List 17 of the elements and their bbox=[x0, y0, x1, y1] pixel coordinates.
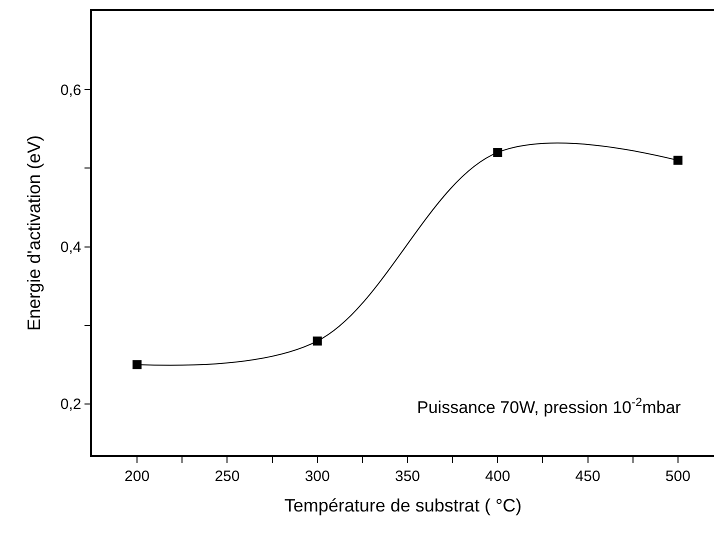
point bbox=[312, 336, 322, 346]
annotation: Puissance 70W, pression 10$^{-2}$mbar bbox=[417, 395, 682, 418]
point bbox=[673, 156, 682, 165]
x-tick-label: 450 bbox=[575, 468, 600, 485]
y-tick-label: 0,2 bbox=[60, 396, 82, 414]
point bbox=[132, 360, 142, 370]
x-tick-label: 300 bbox=[304, 468, 330, 485]
y-axis-title: Energie d'activation (eV) bbox=[24, 135, 44, 331]
x-axis-title: Température de substrat ( °C) bbox=[284, 495, 522, 516]
x-tick-label: 350 bbox=[394, 468, 420, 485]
x-tick-label: 400 bbox=[485, 468, 510, 485]
x-tick-label: 200 bbox=[124, 468, 150, 485]
x-tick-label: 500 bbox=[665, 468, 690, 485]
x-tick-label: 250 bbox=[214, 468, 240, 485]
point bbox=[493, 148, 502, 157]
y-tick-label: 0,4 bbox=[60, 239, 82, 256]
y-tick-label: 0,6 bbox=[60, 82, 82, 99]
